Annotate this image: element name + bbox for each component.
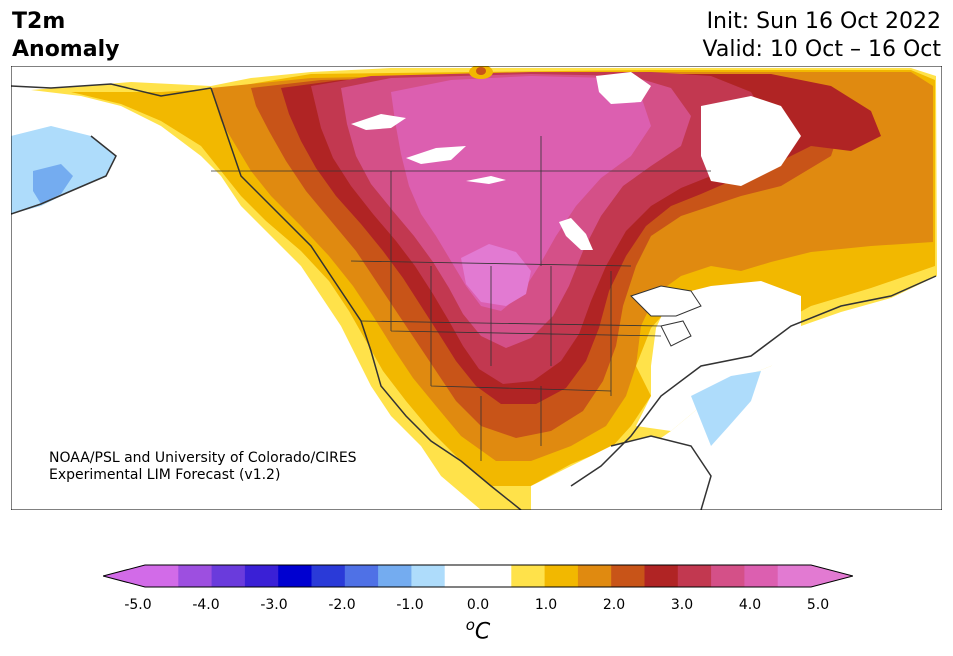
- colorbar-cell: [744, 565, 779, 587]
- anomaly-eastus-white: [636, 281, 801, 431]
- gulf-white: [531, 436, 711, 510]
- credit-line-2: Experimental LIM Forecast (v1.2): [49, 467, 281, 483]
- colorbar: [103, 564, 853, 588]
- forecast-dates: Init: Sun 16 Oct 2022 Valid: 10 Oct – 16…: [703, 8, 941, 64]
- anomaly-pink: [391, 76, 651, 311]
- map-title: T2m Anomaly: [12, 8, 119, 64]
- colorbar-cell: [711, 565, 745, 587]
- colorbar-tick-label: 4.0: [738, 597, 762, 613]
- state-borders: [211, 136, 711, 461]
- colorbar-cell: [178, 565, 213, 587]
- colorbar-cell: [378, 565, 412, 587]
- unit-degree: o: [465, 616, 475, 634]
- colorbar-cell: [278, 565, 312, 587]
- greenland-white: [701, 96, 801, 186]
- colorbar-tick-label: -3.0: [260, 597, 288, 613]
- anomaly-alaska-midblue: [33, 164, 73, 204]
- great-lakes: [630, 285, 702, 347]
- colorbar-low-extend: [103, 565, 145, 587]
- colorbar-cell: [145, 565, 179, 587]
- title-line-1: T2m: [12, 9, 66, 34]
- colorbar-cells: [145, 565, 812, 587]
- colorbar-cell: [777, 565, 812, 587]
- colorbar-tick-label: -2.0: [328, 597, 356, 613]
- credit-text: NOAA/PSL and University of Colorado/CIRE…: [49, 450, 357, 484]
- credit-line-1: NOAA/PSL and University of Colorado/CIRE…: [49, 450, 357, 466]
- colorbar-tick-label: 5.0: [806, 597, 830, 613]
- colorbar-cell: [644, 565, 679, 587]
- colorbar-tick-label: 1.0: [534, 597, 558, 613]
- colorbar-cell: [511, 565, 546, 587]
- anomaly-magenta: [461, 244, 531, 306]
- colorbar-tick-label: 2.0: [602, 597, 626, 613]
- colorbar-cell: [677, 565, 712, 587]
- init-date: Init: Sun 16 Oct 2022: [706, 9, 941, 34]
- colorbar-cell: [344, 565, 379, 587]
- colorbar-tick-label: -4.0: [192, 597, 220, 613]
- colorbar-cell: [577, 565, 612, 587]
- anomaly-southeast-lightblue: [691, 371, 761, 446]
- colorbar-cell: [544, 565, 579, 587]
- hudson-bay-white: [596, 72, 651, 104]
- colorbar-tick-label: 0.0: [466, 597, 490, 613]
- unit-letter: C: [474, 619, 491, 645]
- coastlines: [11, 83, 937, 510]
- colorbar-cell: [311, 565, 346, 587]
- colorbar-cell: [444, 565, 479, 587]
- title-line-2: Anomaly: [12, 37, 120, 62]
- colorbar-cell: [611, 565, 645, 587]
- anomaly-arctic-core: [476, 67, 486, 75]
- colorbar-tick-label: 3.0: [670, 597, 694, 613]
- colorbar-ticks: -5.0 -4.0 -3.0 -2.0 -1.0 0.0 1.0 2.0 3.0 4.0 5.0: [0, 597, 953, 617]
- colorbar-unit-label: oC: [466, 616, 491, 644]
- great-bear-lake: [351, 114, 406, 130]
- valid-dates: Valid: 10 Oct – 16 Oct: [702, 37, 941, 62]
- lake-winnipeg: [559, 218, 593, 250]
- colorbar-cell: [411, 565, 446, 587]
- colorbar-cell: [211, 565, 246, 587]
- great-slave-lake: [406, 146, 466, 164]
- anomaly-map: [11, 66, 942, 510]
- colorbar-high-extend: [811, 565, 853, 587]
- colorbar-tick-label: -5.0: [124, 597, 152, 613]
- colorbar-cell: [478, 565, 512, 587]
- colorbar-tick-label: -1.0: [396, 597, 424, 613]
- lake-athabasca: [466, 176, 506, 184]
- colorbar-cell: [244, 565, 279, 587]
- colorbar-outline: [103, 564, 853, 588]
